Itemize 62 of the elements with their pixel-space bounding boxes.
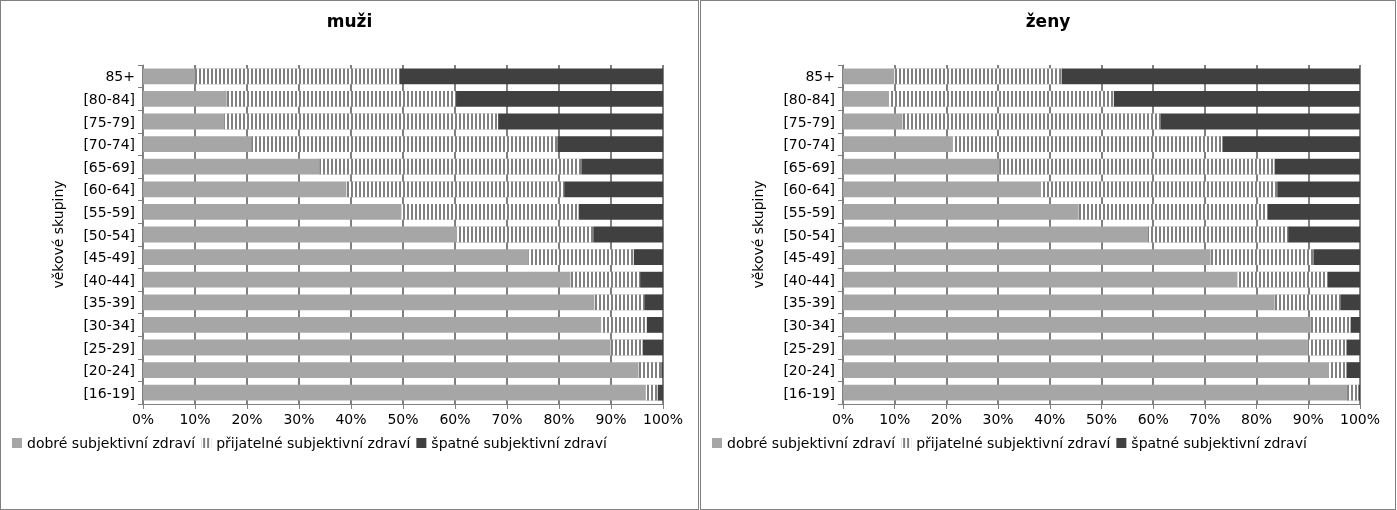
y-axis-title: věkové skupiny (750, 180, 766, 289)
x-tick-label: 30% (982, 411, 1014, 427)
legend-label: přijatelné subjektivní zdraví (216, 435, 412, 451)
x-tick-label: 30% (283, 411, 315, 427)
x-tick-label: 70% (1189, 411, 1221, 427)
y-tick-label: [75-79] (783, 113, 835, 130)
y-tick-label: [70-74] (783, 136, 835, 153)
chart-title: muži (326, 10, 373, 31)
x-tick-label: 60% (439, 411, 471, 427)
x-tick-label: 0% (131, 411, 155, 427)
y-tick-label: 85+ (805, 68, 835, 85)
x-tick-label: 100% (1339, 411, 1381, 427)
x-tick-label: 100% (642, 411, 684, 427)
y-tick-label: [20-24] (83, 362, 135, 379)
y-tick-label: [55-59] (83, 203, 135, 220)
legend-label: dobré subjektivní zdraví (727, 435, 897, 451)
x-tick-label: 40% (335, 411, 367, 427)
y-tick-label: [70-74] (83, 136, 135, 153)
y-tick-label: [16-19] (83, 384, 135, 401)
y-tick-label: [40-44] (83, 271, 135, 288)
x-tick-label: 20% (231, 411, 263, 427)
x-tick-label: 70% (491, 411, 523, 427)
y-tick-label: [80-84] (83, 90, 135, 107)
legend-label: špatné subjektivní zdraví (1131, 435, 1308, 451)
y-tick-label: [30-34] (83, 316, 135, 333)
y-tick-label: [35-39] (83, 294, 135, 311)
y-tick-label: [30-34] (783, 316, 835, 333)
y-tick-label: [40-44] (783, 271, 835, 288)
y-tick-label: [65-69] (783, 158, 835, 175)
y-tick-label: [50-54] (783, 226, 835, 243)
legend-label: špatné subjektivní zdraví (431, 435, 608, 451)
y-tick-label: [55-59] (783, 203, 835, 220)
x-tick-label: 60% (1137, 411, 1169, 427)
y-tick-label: 85+ (105, 68, 135, 85)
y-tick-label: [50-54] (83, 226, 135, 243)
x-tick-label: 10% (179, 411, 211, 427)
x-tick-label: 80% (1241, 411, 1273, 427)
y-tick-label: [45-49] (83, 249, 135, 266)
y-tick-label: [60-64] (783, 181, 835, 198)
chart-title: ženy (1025, 10, 1071, 31)
legend-label: dobré subjektivní zdraví (27, 435, 197, 451)
y-axis-title: věkové skupiny (50, 180, 66, 289)
legend-label: přijatelné subjektivní zdraví (916, 435, 1112, 451)
x-tick-label: 40% (1034, 411, 1066, 427)
y-tick-label: [75-79] (83, 113, 135, 130)
x-tick-label: 50% (387, 411, 419, 427)
x-tick-label: 20% (930, 411, 962, 427)
y-tick-label: [45-49] (783, 249, 835, 266)
y-tick-label: [16-19] (783, 384, 835, 401)
y-tick-label: [20-24] (783, 362, 835, 379)
x-tick-label: 50% (1085, 411, 1118, 427)
x-tick-label: 0% (831, 411, 855, 427)
x-tick-label: 10% (879, 411, 911, 427)
x-tick-label: 90% (595, 411, 627, 427)
y-tick-label: [25-29] (83, 339, 135, 356)
y-tick-label: [25-29] (783, 339, 835, 356)
y-tick-label: [35-39] (783, 294, 835, 311)
x-tick-label: 90% (1292, 411, 1324, 427)
y-tick-label: [80-84] (783, 90, 835, 107)
y-tick-label: [60-64] (83, 181, 135, 198)
x-tick-label: 80% (543, 411, 575, 427)
y-tick-label: [65-69] (83, 158, 135, 175)
